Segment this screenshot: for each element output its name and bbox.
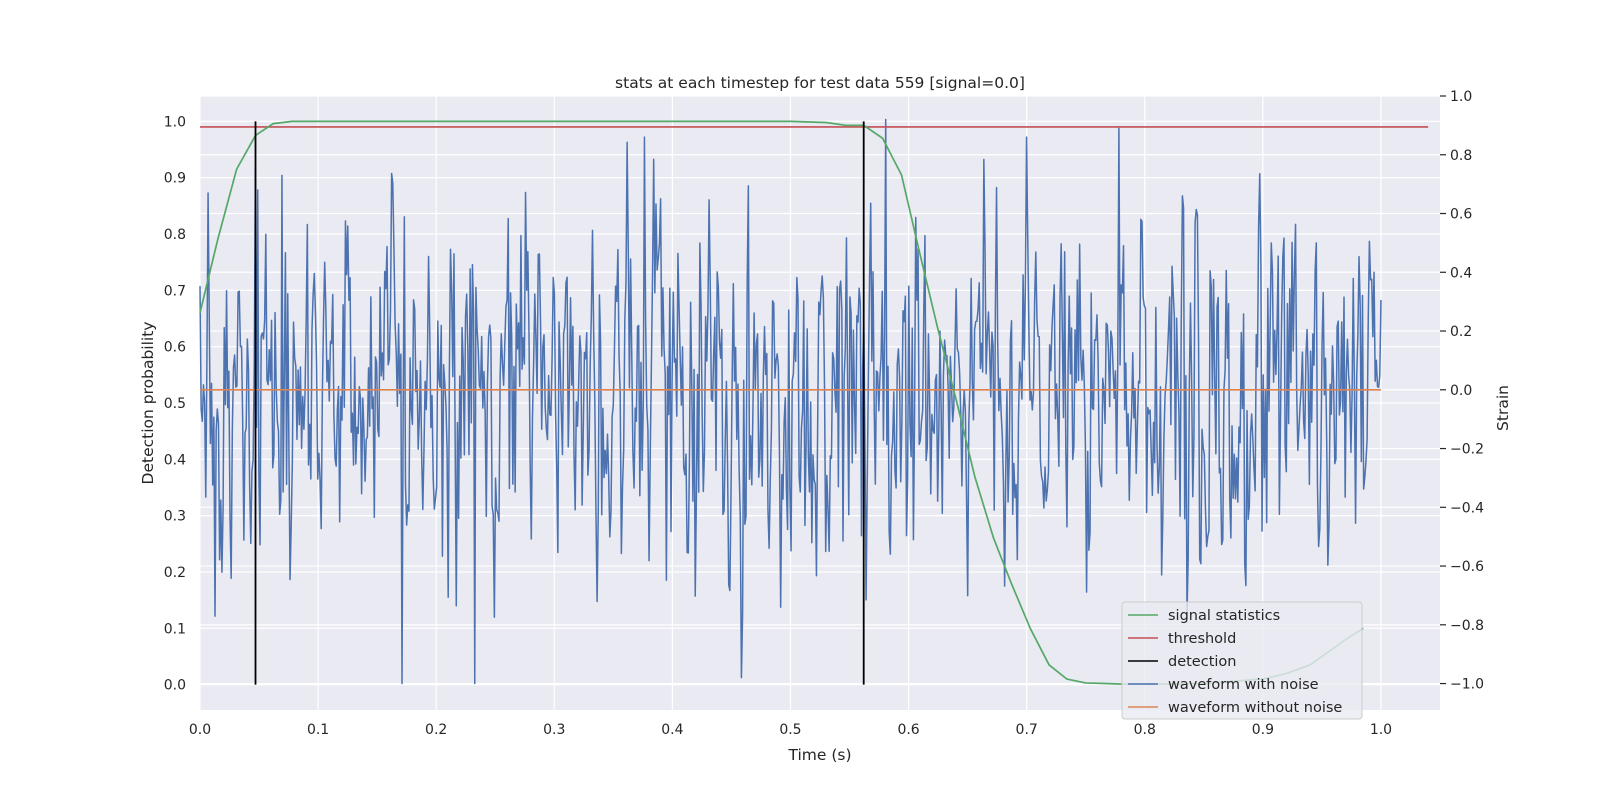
legend-label-detection: detection <box>1168 654 1236 670</box>
y-axis-right-label: Strain <box>1494 385 1512 431</box>
x-tick-label: 0.8 <box>1134 722 1156 738</box>
y-right-tick-label: 0.6 <box>1450 207 1472 223</box>
x-tick-label: 1.0 <box>1370 722 1392 738</box>
x-tick-label: 0.4 <box>661 722 683 738</box>
x-axis-label: Time (s) <box>787 746 851 764</box>
y-right-tick-label: −0.2 <box>1450 442 1484 458</box>
legend: signal statistics threshold detection wa… <box>1121 601 1363 720</box>
y-tick-label: 0.6 <box>164 340 186 356</box>
x-tick-label: 0.9 <box>1252 722 1274 738</box>
x-tick-label: 0.1 <box>307 722 329 738</box>
y-right-tick-label: 1.0 <box>1450 89 1472 105</box>
y-right-tick-label: −0.6 <box>1450 559 1484 575</box>
y-tick-label: 1.0 <box>164 114 186 130</box>
x-tick-label: 0.6 <box>897 722 919 738</box>
y-right-tick-label: 0.4 <box>1450 265 1472 281</box>
y-axis-label: Detection probability <box>139 322 157 485</box>
x-tick-label: 0.7 <box>1016 722 1038 738</box>
legend-label-threshold: threshold <box>1168 631 1236 647</box>
y-tick-label: 0.5 <box>164 396 186 412</box>
y-right-tick-label: 0.2 <box>1450 324 1472 340</box>
legend-label-signal-statistics: signal statistics <box>1168 608 1280 624</box>
y-tick-label: 0.9 <box>164 171 186 187</box>
legend-label-waveform-with-noise: waveform with noise <box>1168 677 1319 693</box>
x-tick-label: 0.2 <box>425 722 447 738</box>
legend-box <box>1121 601 1363 720</box>
y-right-tick-label: −0.8 <box>1450 618 1484 634</box>
y-tick-label: 0.7 <box>164 283 186 299</box>
chart-title: stats at each timestep for test data 559… <box>615 74 1025 92</box>
y-right-tick-label: 0.8 <box>1450 148 1472 164</box>
x-tick-label: 0.3 <box>543 722 565 738</box>
legend-label-waveform-without-noise: waveform without noise <box>1168 700 1342 716</box>
y-right-tick-label: −1.0 <box>1450 677 1484 693</box>
ticks-layer: 0.0 0.1 0.2 0.3 0.4 0.5 0.6 0.7 0.8 0.9 1.0 0.0 0.1 0… <box>164 89 1484 738</box>
y-right-tick-label: −0.4 <box>1450 500 1484 516</box>
y-tick-label: 0.1 <box>164 621 186 637</box>
x-tick-label: 0.5 <box>779 722 801 738</box>
y-tick-label: 0.0 <box>164 678 186 694</box>
series-waveform-with-noise <box>199 118 1382 685</box>
y-tick-label: 0.8 <box>164 227 186 243</box>
series-layer <box>199 118 1429 685</box>
x-tick-label: 0.0 <box>189 722 211 738</box>
y-tick-label: 0.2 <box>164 565 186 581</box>
y-tick-label: 0.4 <box>164 452 186 468</box>
y-tick-label: 0.3 <box>164 509 186 525</box>
y-right-tick-label: 0.0 <box>1450 383 1472 399</box>
